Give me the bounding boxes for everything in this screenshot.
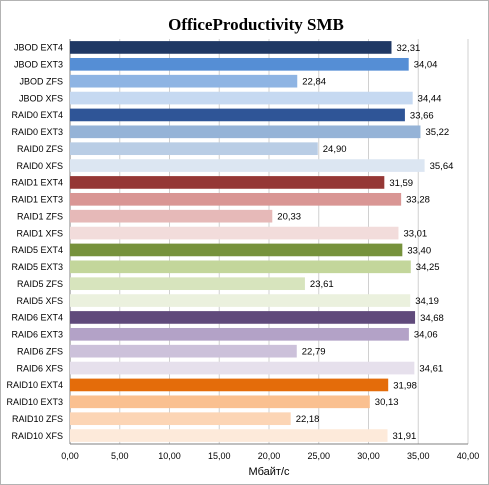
- bar: [70, 176, 385, 189]
- category-label: RAID0 XFS: [16, 161, 63, 171]
- category-label: RAID6 EXT3: [11, 330, 63, 340]
- value-label: 35,22: [425, 127, 449, 138]
- category-label: JBOD XFS: [19, 93, 63, 103]
- bar: [70, 260, 411, 274]
- value-label: 33,28: [406, 195, 430, 206]
- bar: [70, 344, 297, 358]
- category-label: RAID10 EXT3: [6, 397, 63, 407]
- bar: [70, 74, 298, 88]
- x-tick-label: 40,00: [457, 451, 480, 461]
- x-tick-label: 25,00: [307, 451, 330, 461]
- category-label: RAID10 EXT4: [6, 380, 63, 390]
- category-label: RAID6 XFS: [16, 363, 63, 373]
- x-tick-label: 10,00: [158, 451, 181, 461]
- category-label: RAID5 EXT4: [11, 245, 63, 255]
- bar: [70, 108, 405, 122]
- value-label: 34,06: [414, 330, 438, 341]
- x-axis-title: Мбайт/с: [248, 466, 290, 478]
- value-label: 24,90: [323, 144, 347, 155]
- category-label: JBOD EXT4: [14, 43, 63, 53]
- value-label: 31,59: [389, 178, 413, 189]
- value-label: 33,66: [410, 110, 434, 121]
- x-tick-label: 0,00: [61, 451, 79, 461]
- chart-title: OfficeProductivity SMB: [168, 15, 344, 34]
- value-label: 30,13: [375, 397, 399, 408]
- category-label: RAID5 XFS: [16, 296, 63, 306]
- bar: [70, 277, 305, 291]
- gridlines: [69, 39, 469, 445]
- value-label: 31,91: [393, 431, 417, 442]
- value-labels: 32,31 34,04 22,84 34,44 33,66 35,22 24,90 35,64…: [277, 43, 453, 442]
- category-label: RAID1 EXT4: [11, 178, 63, 188]
- bar: [70, 243, 403, 257]
- category-label: RAID6 EXT4: [11, 313, 63, 323]
- value-label: 22,18: [296, 414, 320, 425]
- value-label: 22,79: [302, 347, 326, 358]
- value-label: 34,44: [418, 93, 442, 104]
- category-label: JBOD ZFS: [19, 76, 63, 86]
- value-label: 23,61: [310, 279, 334, 290]
- category-label: RAID0 ZFS: [17, 144, 63, 154]
- category-label: RAID6 ZFS: [17, 346, 63, 356]
- x-tick-label: 35,00: [407, 451, 430, 461]
- bar: [70, 429, 388, 442]
- value-label: 32,31: [396, 43, 420, 54]
- value-label: 34,68: [420, 313, 444, 324]
- bar: [70, 159, 425, 172]
- bars: [70, 41, 425, 442]
- value-label: 22,84: [302, 77, 326, 88]
- x-tick-label: 20,00: [258, 451, 281, 461]
- x-tick-label: 30,00: [357, 451, 380, 461]
- category-label: RAID1 EXT3: [11, 195, 63, 205]
- x-tick-labels: 0,00 5,00 10,00 15,00 20,00 25,00 30,00 35,00 40…: [61, 451, 479, 461]
- bar: [70, 226, 399, 240]
- x-tick-label: 5,00: [111, 451, 129, 461]
- bar: [70, 192, 402, 206]
- bar: [70, 142, 318, 156]
- value-label: 33,01: [403, 228, 427, 239]
- bar: [70, 395, 370, 409]
- value-label: 33,40: [407, 245, 431, 256]
- bar: [70, 294, 411, 307]
- value-label: 34,61: [419, 363, 443, 374]
- bar: [70, 378, 389, 392]
- category-label: RAID5 EXT3: [11, 262, 63, 272]
- bar: [70, 327, 409, 341]
- bar: [70, 91, 413, 105]
- bar: [70, 41, 392, 54]
- category-label: RAID1 XFS: [16, 228, 63, 238]
- bar: [70, 209, 273, 223]
- value-label: 34,25: [416, 262, 440, 273]
- category-label: RAID10 XFS: [11, 431, 63, 441]
- bar: [70, 412, 291, 426]
- bar: [70, 125, 421, 139]
- category-label: RAID0 EXT3: [11, 127, 63, 137]
- value-label: 34,19: [415, 296, 439, 307]
- category-label: RAID5 ZFS: [17, 279, 63, 289]
- bar: [70, 57, 409, 71]
- category-label: RAID0 EXT4: [11, 110, 63, 120]
- category-label: RAID10 ZFS: [12, 414, 63, 424]
- category-label: RAID1 ZFS: [17, 211, 63, 221]
- x-tick-label: 15,00: [208, 451, 231, 461]
- bar: [70, 311, 416, 324]
- bar: [70, 361, 415, 375]
- value-label: 31,98: [393, 380, 417, 391]
- category-labels: JBOD EXT4 JBOD EXT3 JBOD ZFS JBOD XFS RAID0 …: [6, 43, 63, 441]
- value-label: 34,04: [414, 60, 438, 71]
- value-label: 35,64: [430, 161, 454, 172]
- value-label: 20,33: [277, 212, 301, 223]
- category-label: JBOD EXT3: [14, 60, 63, 70]
